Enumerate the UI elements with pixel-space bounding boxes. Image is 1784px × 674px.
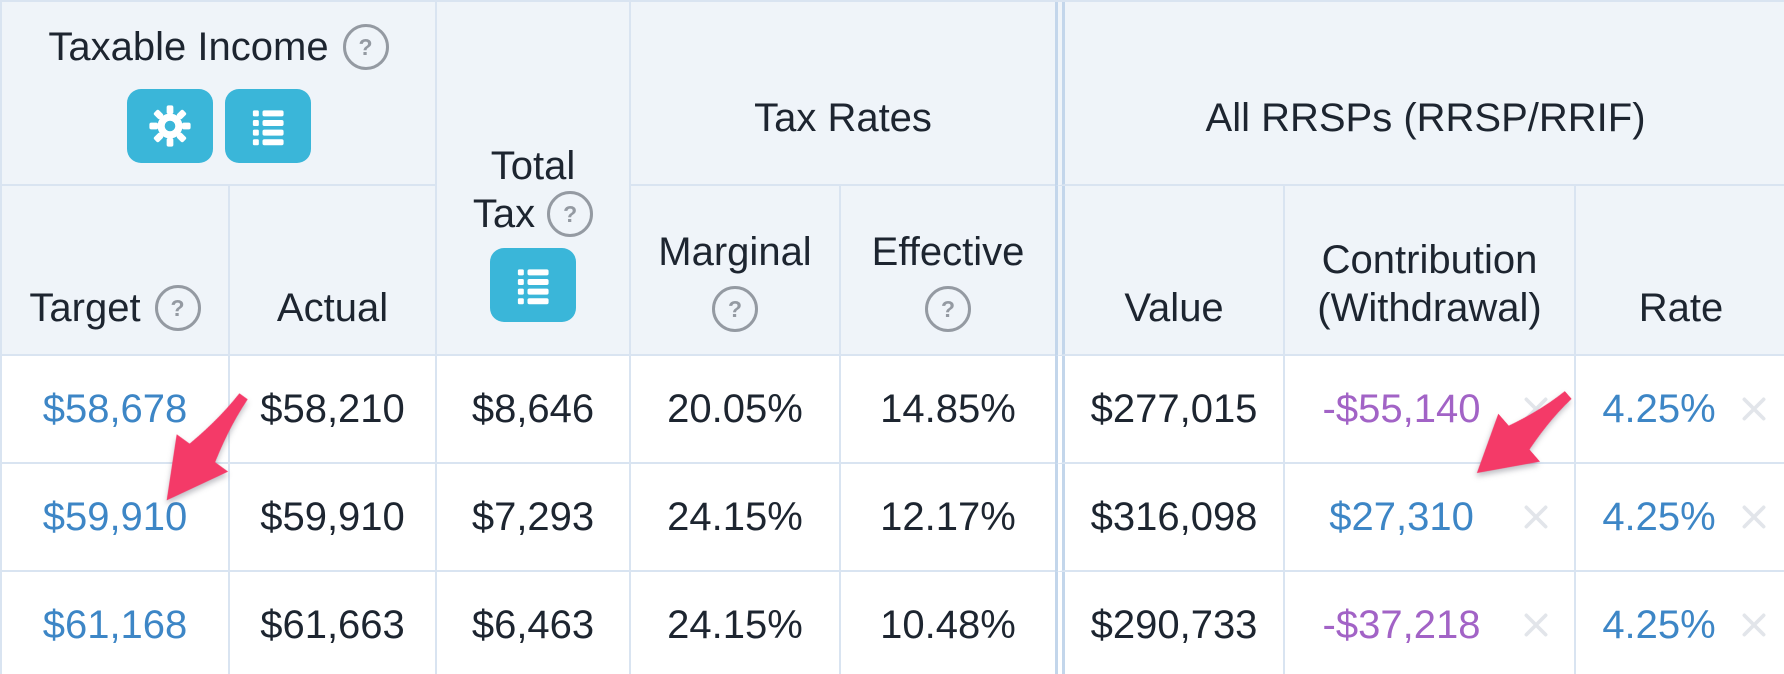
rrsp-group-header: All RRSPs (RRSP/RRIF) — [1055, 2, 1784, 186]
contribution-label-line1: Contribution — [1321, 238, 1538, 282]
table-row: $58,678 $58,210 $8,646 20.05% 14.85% $27… — [2, 356, 1784, 464]
taxable-income-title: Taxable Income — [48, 25, 329, 69]
marginal-help-icon[interactable]: ? — [712, 286, 758, 332]
table-row: $61,168 $61,663 $6,463 24.15% 10.48% $29… — [2, 572, 1784, 674]
value-label: Value — [1124, 286, 1224, 330]
close-icon — [1519, 397, 1553, 429]
rrsp-value: $316,098 — [1090, 495, 1258, 539]
effective-rate-value: 12.17% — [880, 495, 1016, 539]
rate-label: Rate — [1638, 286, 1724, 330]
contribution-label-line2: (Withdrawal) — [1317, 286, 1542, 330]
value-column-header: Value — [1055, 186, 1286, 356]
actual-column-header: Actual — [230, 186, 437, 356]
clear-contribution-button[interactable] — [1519, 500, 1553, 534]
clear-rate-button[interactable] — [1737, 500, 1771, 534]
close-icon — [1737, 505, 1771, 537]
actual-value: $59,910 — [260, 495, 405, 539]
marginal-rate-value: 24.15% — [667, 603, 803, 647]
close-icon — [1737, 397, 1771, 429]
clear-contribution-button[interactable] — [1519, 608, 1553, 642]
total-tax-label-line1: Total — [490, 144, 576, 188]
rate-value[interactable]: 4.25% — [1602, 603, 1716, 647]
target-value[interactable]: $58,678 — [42, 387, 188, 431]
effective-help-icon[interactable]: ? — [925, 286, 971, 332]
close-icon — [1519, 613, 1553, 645]
target-value[interactable]: $61,168 — [42, 603, 188, 647]
close-icon — [1519, 505, 1553, 537]
contribution-column-header: Contribution (Withdrawal) — [1285, 186, 1577, 356]
total-tax-value: $8,646 — [471, 387, 595, 431]
taxable-income-help-icon[interactable]: ? — [342, 24, 389, 70]
total-tax-label-line2: Tax — [472, 192, 536, 236]
list-icon — [511, 263, 555, 307]
effective-rate-value: 10.48% — [880, 603, 1016, 647]
contribution-value[interactable]: -$37,218 — [1322, 603, 1481, 647]
taxable-income-group-header: Taxable Income ? — [2, 2, 437, 186]
total-tax-value: $6,463 — [471, 603, 595, 647]
rate-column-header: Rate — [1576, 186, 1784, 356]
taxable-income-detail-list-button[interactable] — [224, 89, 311, 163]
actual-value: $58,210 — [260, 387, 405, 431]
marginal-rate-value: 20.05% — [667, 387, 803, 431]
contribution-value[interactable]: $27,310 — [1329, 495, 1474, 539]
effective-column-header: Effective ? — [841, 186, 1056, 356]
table-row: $59,910 $59,910 $7,293 24.15% 12.17% $31… — [2, 464, 1784, 572]
target-column-header: Target ? — [2, 186, 230, 356]
effective-label: Effective — [871, 230, 1025, 274]
rate-value[interactable]: 4.25% — [1602, 495, 1716, 539]
total-tax-detail-list-button[interactable] — [490, 248, 576, 322]
marginal-rate-value: 24.15% — [667, 495, 803, 539]
target-help-icon[interactable]: ? — [154, 285, 201, 331]
clear-contribution-button[interactable] — [1519, 392, 1553, 426]
effective-rate-value: 14.85% — [880, 387, 1016, 431]
total-tax-value: $7,293 — [471, 495, 595, 539]
close-icon — [1737, 613, 1771, 645]
tax-rates-group-header: Tax Rates — [631, 2, 1056, 186]
target-label: Target — [29, 286, 141, 330]
clear-rate-button[interactable] — [1737, 392, 1771, 426]
total-tax-help-icon[interactable]: ? — [547, 191, 594, 237]
list-icon — [246, 104, 290, 148]
tax-rates-title: Tax Rates — [754, 96, 932, 140]
taxable-income-settings-button[interactable] — [126, 89, 213, 163]
contribution-value[interactable]: -$55,140 — [1322, 387, 1481, 431]
rrsp-value: $277,015 — [1090, 387, 1258, 431]
rate-value[interactable]: 4.25% — [1602, 387, 1716, 431]
actual-label: Actual — [276, 286, 389, 330]
marginal-label: Marginal — [658, 230, 812, 274]
total-tax-column-header: Total Tax ? — [437, 2, 631, 356]
gear-icon — [147, 103, 193, 149]
actual-value: $61,663 — [260, 603, 405, 647]
clear-rate-button[interactable] — [1737, 608, 1771, 642]
rrsp-value: $290,733 — [1090, 603, 1258, 647]
rrsp-title: All RRSPs (RRSP/RRIF) — [1205, 96, 1646, 140]
target-value[interactable]: $59,910 — [42, 495, 188, 539]
marginal-column-header: Marginal ? — [631, 186, 841, 356]
